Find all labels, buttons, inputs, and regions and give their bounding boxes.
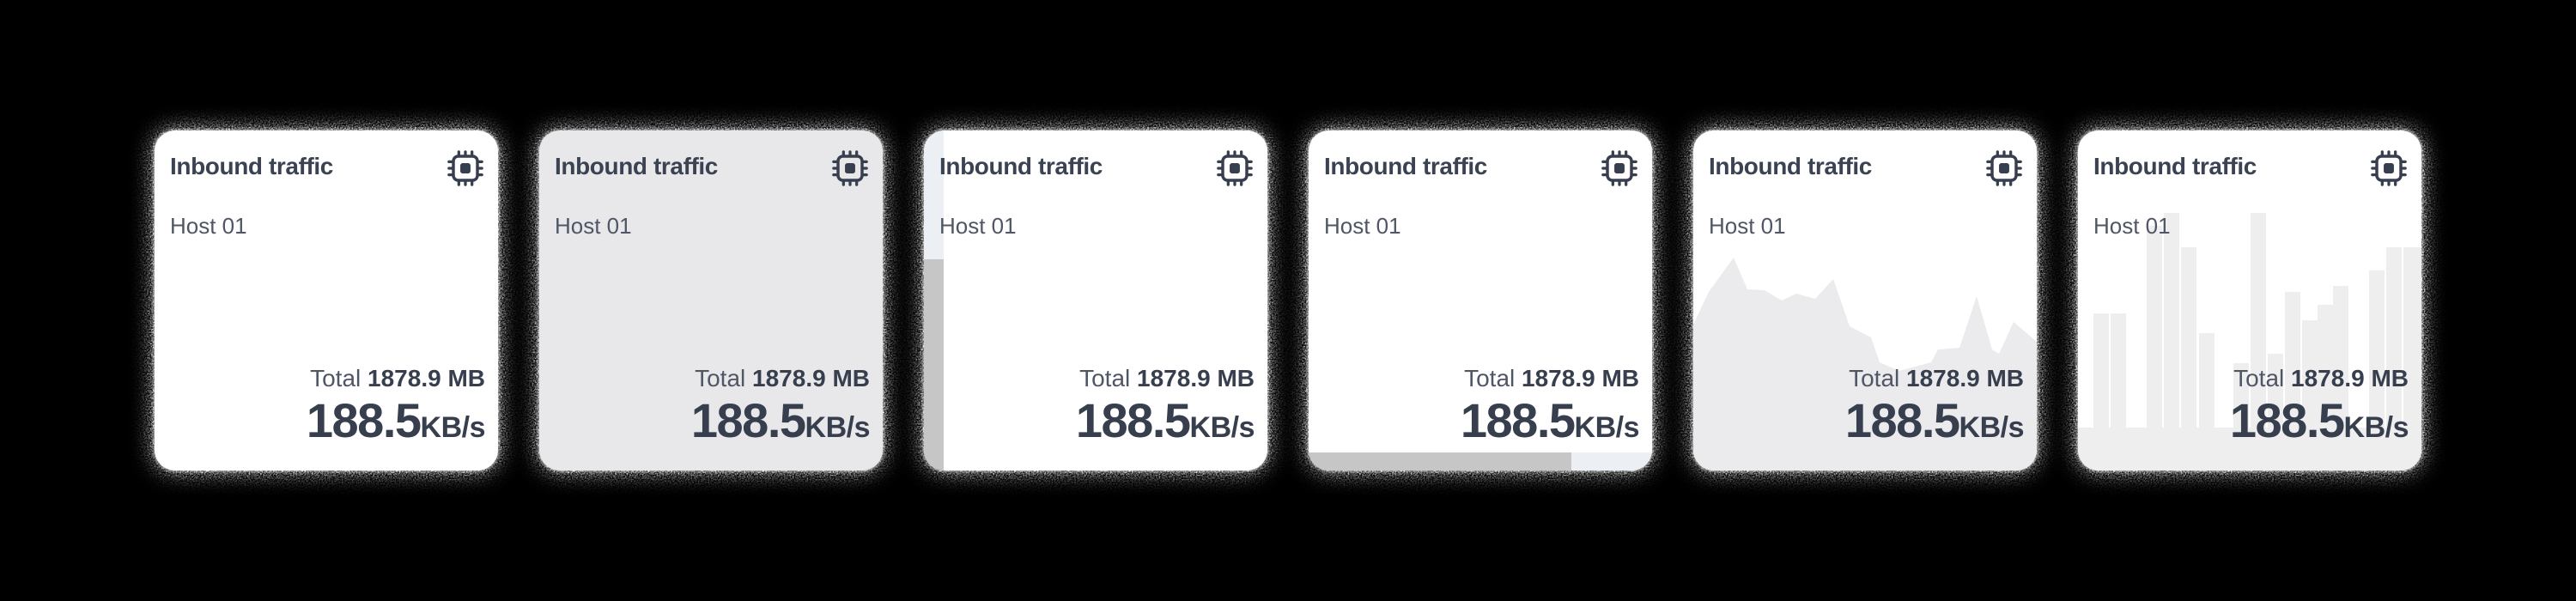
cpu-icon [832, 150, 868, 186]
speed-value: 188.5 [690, 393, 806, 447]
card-title: Inbound traffic [1709, 153, 1872, 179]
total-label: Total [310, 365, 361, 392]
widget-card-4-horizontal-gauge[interactable]: Inbound traffic Host 01 Total 1878.9 MB … [1309, 131, 1652, 470]
total-value: 1878.9 MB [368, 365, 485, 392]
card-subtitle: Host 01 [2093, 213, 2171, 239]
card-title: Inbound traffic [2093, 153, 2257, 179]
speed-unit: KB/s [1959, 411, 2025, 444]
total-label: Total [1849, 365, 1900, 392]
total-value: 1878.9 MB [2291, 365, 2409, 392]
speed-unit: KB/s [805, 411, 871, 444]
speed-unit: KB/s [1574, 411, 1640, 444]
speed-line: 188.5KB/s [555, 397, 871, 448]
card-bottom: Total 1878.9 MB 188.5KB/s [2093, 365, 2409, 448]
total-line: Total 1878.9 MB [1324, 365, 1639, 392]
widget-card-5-area-sparkline[interactable]: Inbound traffic Host 01 Total 1878.9 MB … [1693, 131, 2037, 470]
card-title: Inbound traffic [939, 153, 1103, 179]
speed-value: 188.5 [1075, 393, 1191, 447]
card-row: Inbound traffic Host 01 Total 1878.9 MB … [155, 131, 2421, 470]
speed-unit: KB/s [420, 411, 486, 444]
total-value: 1878.9 MB [752, 365, 870, 392]
total-line: Total 1878.9 MB [170, 365, 485, 392]
card-title: Inbound traffic [170, 153, 333, 179]
total-label: Total [1079, 365, 1131, 392]
speed-unit: KB/s [2343, 411, 2409, 444]
total-label: Total [1464, 365, 1516, 392]
total-line: Total 1878.9 MB [1709, 365, 2024, 392]
cpu-icon [1217, 150, 1253, 186]
card-header: Inbound traffic [2093, 148, 2409, 188]
speed-line: 188.5KB/s [1709, 397, 2025, 448]
cpu-icon [1986, 150, 2022, 186]
speed-line: 188.5KB/s [2093, 397, 2409, 448]
total-value: 1878.9 MB [1522, 365, 1639, 392]
total-value: 1878.9 MB [1137, 365, 1255, 392]
cpu-icon [2371, 150, 2407, 186]
widget-card-2-filled[interactable]: Inbound traffic Host 01 Total 1878.9 MB … [539, 131, 883, 470]
total-value: 1878.9 MB [1906, 365, 2024, 392]
card-header: Inbound traffic [1709, 148, 2024, 188]
cpu-icon [1601, 150, 1637, 186]
card-title: Inbound traffic [1324, 153, 1487, 179]
card-title: Inbound traffic [555, 153, 718, 179]
speed-value: 188.5 [1460, 393, 1576, 447]
widget-card-3-vertical-gauge[interactable]: Inbound traffic Host 01 Total 1878.9 MB … [924, 131, 1267, 470]
total-line: Total 1878.9 MB [939, 365, 1255, 392]
speed-value: 188.5 [2229, 393, 2345, 447]
card-bottom: Total 1878.9 MB 188.5KB/s [1324, 365, 1640, 448]
card-subtitle: Host 01 [555, 213, 632, 239]
card-bottom: Total 1878.9 MB 188.5KB/s [555, 365, 871, 448]
card-header: Inbound traffic [170, 148, 485, 188]
card-bottom: Total 1878.9 MB 188.5KB/s [939, 365, 1255, 448]
card-header: Inbound traffic [555, 148, 870, 188]
widget-card-1-plain[interactable]: Inbound traffic Host 01 Total 1878.9 MB … [155, 131, 498, 470]
card-subtitle: Host 01 [1324, 213, 1401, 239]
speed-unit: KB/s [1189, 411, 1255, 444]
horizontal-gauge-track [1309, 452, 1652, 470]
total-line: Total 1878.9 MB [2093, 365, 2409, 392]
card-subtitle: Host 01 [1709, 213, 1786, 239]
card-header: Inbound traffic [1324, 148, 1639, 188]
widget-card-6-bar-sparkline[interactable]: Inbound traffic Host 01 Total 1878.9 MB … [2078, 131, 2421, 470]
speed-value: 188.5 [1844, 393, 1960, 447]
card-subtitle: Host 01 [939, 213, 1017, 239]
card-header: Inbound traffic [939, 148, 1255, 188]
speed-line: 188.5KB/s [939, 397, 1255, 448]
total-label: Total [695, 365, 746, 392]
cpu-icon [447, 150, 483, 186]
speed-line: 188.5KB/s [1324, 397, 1640, 448]
card-bottom: Total 1878.9 MB 188.5KB/s [170, 365, 486, 448]
card-bottom: Total 1878.9 MB 188.5KB/s [1709, 365, 2025, 448]
card-subtitle: Host 01 [170, 213, 247, 239]
total-label: Total [2233, 365, 2285, 392]
speed-line: 188.5KB/s [170, 397, 486, 448]
total-line: Total 1878.9 MB [555, 365, 870, 392]
speed-value: 188.5 [306, 393, 422, 447]
